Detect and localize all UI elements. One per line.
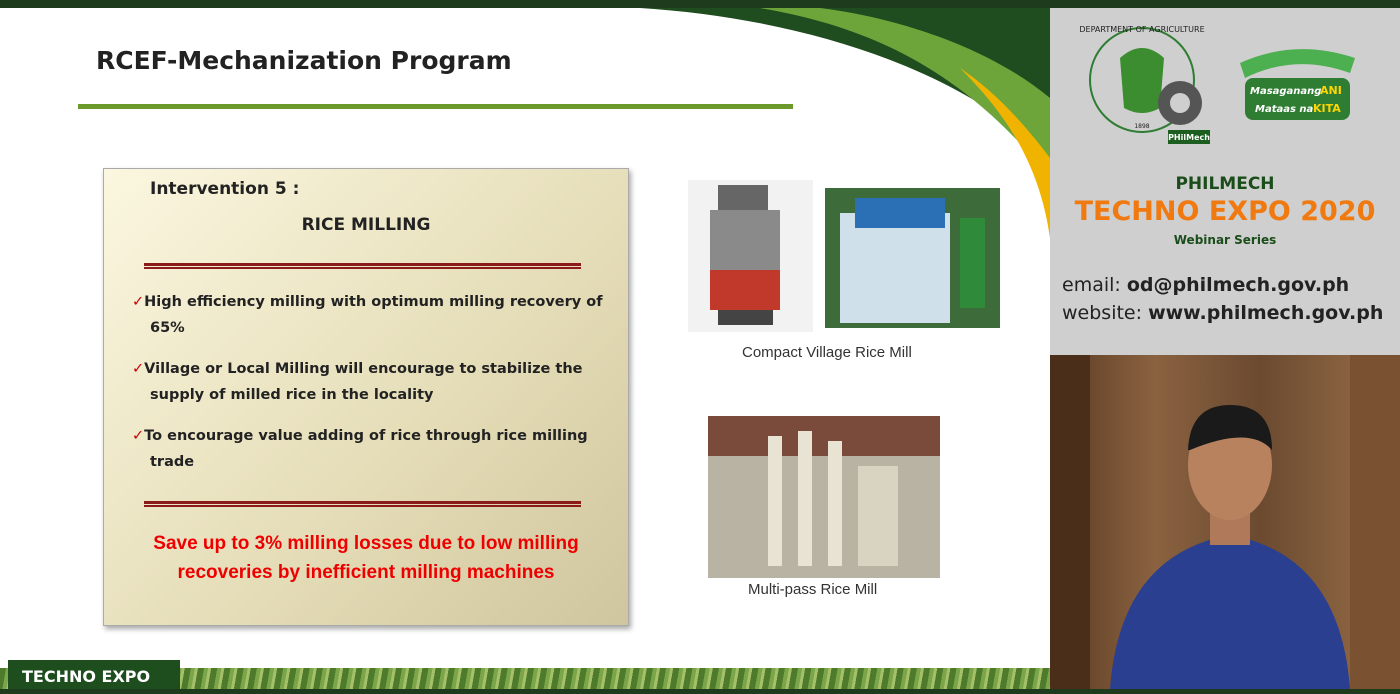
logo-year: 1898: [1134, 123, 1149, 130]
box-subheading: RICE MILLING: [104, 215, 628, 235]
slogan-text: ANI: [1320, 84, 1342, 97]
title-rule: [78, 104, 793, 109]
series-name: Webinar Series: [1050, 233, 1400, 247]
presenter-video: [1050, 355, 1400, 689]
image-caption: Compact Village Rice Mill: [742, 344, 912, 361]
logo-badge: PHilMech: [1168, 133, 1210, 142]
bullet-text: High efficiency milling with optimum mil…: [144, 294, 602, 336]
contact-value: www.philmech.gov.ph: [1148, 302, 1383, 324]
divider: [144, 501, 581, 507]
da-logo: DEPARTMENT OF AGRICULTURE 1898 PHilMech: [1080, 18, 1220, 148]
intervention-box: Intervention 5 : RICE MILLING ✓High effi…: [103, 168, 629, 626]
mill-photo: [708, 416, 940, 578]
bullet: ✓High efficiency milling with optimum mi…: [132, 289, 620, 341]
slogan-text: KITA: [1313, 102, 1341, 115]
divider: [144, 263, 581, 269]
mill-photo: [825, 188, 1000, 328]
footer-tag: TECHNO EXPO: [8, 660, 180, 689]
contact-label: email:: [1062, 274, 1121, 296]
slide: RCEF-Mechanization Program Intervention …: [0, 8, 1050, 668]
page: RCEF-Mechanization Program Intervention …: [0, 0, 1400, 689]
box-heading: Intervention 5 :: [150, 179, 299, 199]
slogan-text: Masaganang: [1250, 86, 1321, 97]
bullet-text: Village or Local Milling will encourage …: [144, 361, 582, 403]
mill-photo: [688, 180, 813, 332]
sidebar: DEPARTMENT OF AGRICULTURE 1898 PHilMech …: [1050, 8, 1400, 355]
contact: website: www.philmech.gov.ph: [1062, 302, 1383, 324]
bullet: ✓Village or Local Milling will encourage…: [132, 356, 620, 408]
bullet-text: To encourage value adding of rice throug…: [144, 428, 588, 470]
slogan-text: Mataas na: [1255, 104, 1314, 115]
contact-value: od@philmech.gov.ph: [1127, 274, 1349, 296]
presenter: [1050, 355, 1400, 689]
event-name: TECHNO EXPO 2020: [1050, 196, 1400, 227]
callout: Save up to 3% milling losses due to low …: [134, 529, 598, 587]
contact-label: website:: [1062, 302, 1142, 324]
logo-arc: DEPARTMENT OF AGRICULTURE: [1080, 25, 1205, 34]
slide-title: RCEF-Mechanization Program: [96, 46, 512, 75]
slogan-logo: Masaganang ANI Mataas na KITA: [1235, 38, 1360, 128]
org-name: PHILMECH: [1050, 174, 1400, 194]
image-caption: Multi-pass Rice Mill: [748, 581, 877, 598]
contact: email: od@philmech.gov.ph: [1062, 274, 1349, 296]
bullet: ✓To encourage value adding of rice throu…: [132, 423, 620, 475]
